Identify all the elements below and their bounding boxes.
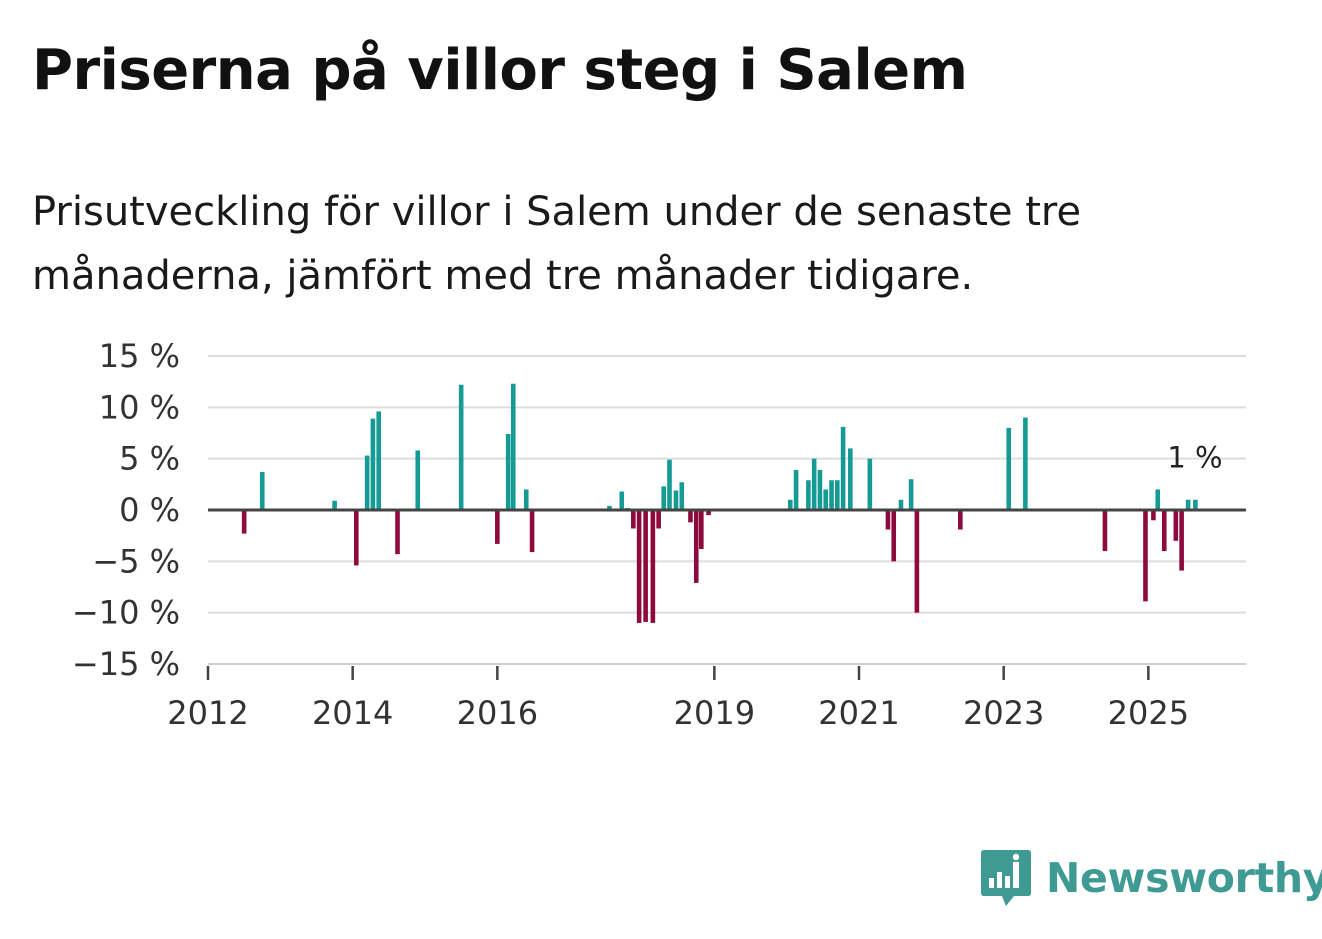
- y-tick-label: −5 %: [92, 542, 180, 580]
- bar: [1155, 489, 1161, 510]
- bar: [529, 510, 535, 553]
- y-tick-label: 15 %: [99, 337, 180, 375]
- bar: [699, 510, 704, 550]
- bar: [885, 510, 891, 530]
- bar: [867, 458, 873, 510]
- bar: [1173, 510, 1179, 541]
- bar: [631, 510, 636, 529]
- bar: [829, 480, 834, 510]
- bar: [787, 499, 793, 510]
- y-tick-label: 0 %: [119, 491, 180, 529]
- bar: [370, 418, 376, 510]
- y-tick-label: 10 %: [99, 388, 180, 426]
- bar: [505, 434, 511, 510]
- bar: [840, 426, 846, 510]
- bar: [364, 455, 370, 510]
- bar: [656, 510, 661, 529]
- bars-layer: [241, 383, 1198, 623]
- bar: [835, 480, 840, 510]
- bar: [619, 491, 625, 510]
- bar: [693, 510, 699, 583]
- bar: [908, 479, 914, 510]
- bar: [259, 472, 265, 510]
- x-tick-label: 2014: [312, 694, 393, 732]
- bar: [458, 384, 464, 510]
- newsworthy-logo-icon: [981, 850, 1031, 906]
- bar: [510, 383, 516, 510]
- bar: [376, 411, 382, 510]
- x-tick-label: 2025: [1108, 694, 1189, 732]
- bar: [1185, 499, 1191, 510]
- bar: [898, 499, 904, 510]
- y-axis-labels: −15 % −10 % −5 % 0 % 5 % 10 % 15 %: [72, 337, 180, 683]
- bar: [706, 510, 711, 516]
- newsworthy-logo[interactable]: Newsworthy: [980, 848, 1322, 908]
- bar: [914, 510, 920, 613]
- bar: [679, 482, 685, 510]
- y-tick-label: 5 %: [119, 440, 180, 478]
- bar: [823, 489, 829, 510]
- bar: [1193, 499, 1198, 510]
- bar: [607, 505, 612, 510]
- y-tick-label: −10 %: [72, 594, 180, 632]
- bar: [806, 480, 811, 510]
- bar: [673, 490, 679, 510]
- chart-title: Priserna på villor steg i Salem: [32, 38, 968, 103]
- y-tick-label: −15 %: [72, 645, 180, 683]
- bar: [793, 469, 799, 510]
- bar: [891, 510, 897, 562]
- bar: [1161, 510, 1167, 552]
- bar: [1151, 510, 1156, 521]
- x-tick-label: 2023: [963, 694, 1044, 732]
- bar: [1102, 510, 1108, 552]
- brand-name: Newsworthy: [1046, 854, 1322, 902]
- x-tick-label: 2016: [457, 694, 538, 732]
- bar: [241, 510, 247, 534]
- x-tick-label: 2012: [167, 694, 248, 732]
- bar: [1023, 417, 1028, 510]
- bar: [848, 448, 853, 510]
- bar: [353, 510, 359, 566]
- bar: [1179, 510, 1184, 571]
- bar: [1143, 510, 1148, 602]
- bar: [495, 510, 500, 544]
- bar-chart: −15 %−10 %−5 %0 %5 %10 %15 % 2012 2014 201…: [72, 337, 1246, 732]
- bar: [688, 510, 693, 523]
- latest-value-annotation: 1 %: [1167, 441, 1222, 475]
- x-axis: 2012 2014 2016 2019 2021 2023 2025: [167, 508, 1246, 732]
- bar: [395, 510, 400, 555]
- annotation-layer: 1 %: [1167, 441, 1222, 475]
- bar: [811, 458, 817, 510]
- bar: [650, 510, 656, 623]
- x-tick-label: 2021: [818, 694, 899, 732]
- chart-subtitle: Prisutveckling för villor i Salem under …: [32, 189, 1082, 299]
- bar: [661, 486, 667, 510]
- x-tick-label: 2019: [674, 694, 755, 732]
- bar: [667, 459, 672, 510]
- bar: [415, 450, 421, 510]
- bar: [636, 510, 642, 623]
- bar: [1006, 427, 1012, 510]
- bar: [523, 489, 529, 510]
- bar: [817, 469, 823, 510]
- bar: [957, 510, 963, 530]
- bar: [332, 500, 337, 510]
- bar: [643, 510, 648, 622]
